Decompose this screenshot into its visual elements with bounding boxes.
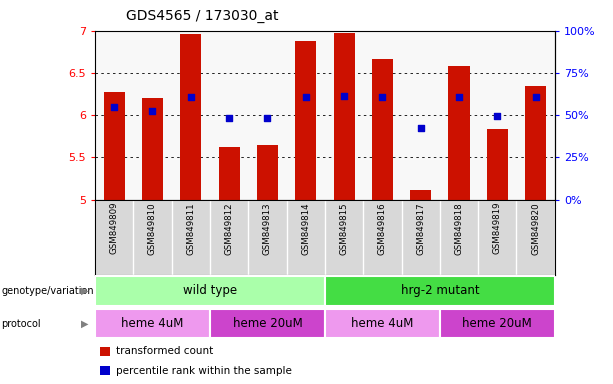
Point: [492, 113, 502, 119]
Point: [531, 94, 541, 100]
Point: [301, 94, 311, 100]
Bar: [487, 129, 508, 200]
Point: [109, 104, 119, 110]
Point: [378, 94, 387, 100]
Point: [224, 115, 234, 121]
Bar: [525, 86, 546, 200]
Bar: [410, 190, 431, 200]
Text: GSM849815: GSM849815: [340, 202, 349, 255]
Text: GSM849818: GSM849818: [454, 202, 463, 255]
Point: [454, 94, 464, 100]
Text: GDS4565 / 173030_at: GDS4565 / 173030_at: [126, 9, 278, 23]
Point: [416, 125, 425, 131]
Text: GSM849819: GSM849819: [493, 202, 502, 255]
Text: transformed count: transformed count: [116, 346, 213, 356]
Text: GSM849820: GSM849820: [531, 202, 540, 255]
Bar: [440, 309, 555, 338]
Bar: [99, 366, 110, 375]
Text: GSM849813: GSM849813: [263, 202, 272, 255]
Text: percentile rank within the sample: percentile rank within the sample: [116, 366, 292, 376]
Text: ▶: ▶: [82, 286, 89, 296]
Bar: [372, 59, 393, 200]
Text: heme 20uM: heme 20uM: [462, 317, 532, 330]
Point: [339, 93, 349, 99]
Point: [148, 108, 158, 114]
Bar: [449, 66, 470, 200]
Text: ▶: ▶: [82, 318, 89, 329]
Bar: [219, 147, 240, 200]
Text: GSM849810: GSM849810: [148, 202, 157, 255]
Bar: [295, 41, 316, 200]
Bar: [180, 34, 201, 200]
Bar: [210, 309, 325, 338]
Text: protocol: protocol: [1, 318, 41, 329]
Bar: [257, 145, 278, 200]
Text: GSM849814: GSM849814: [301, 202, 310, 255]
Point: [262, 115, 272, 121]
Text: GSM849809: GSM849809: [110, 202, 119, 255]
Bar: [95, 309, 210, 338]
Text: GSM849812: GSM849812: [224, 202, 234, 255]
Text: hrg-2 mutant: hrg-2 mutant: [400, 285, 479, 297]
Text: heme 4uM: heme 4uM: [351, 317, 414, 330]
Text: GSM849811: GSM849811: [186, 202, 196, 255]
Bar: [142, 98, 163, 200]
Text: genotype/variation: genotype/variation: [1, 286, 94, 296]
Point: [186, 94, 196, 100]
Text: heme 4uM: heme 4uM: [121, 317, 184, 330]
Text: wild type: wild type: [183, 285, 237, 297]
Text: GSM849816: GSM849816: [378, 202, 387, 255]
Bar: [99, 347, 110, 356]
Bar: [333, 33, 354, 200]
Bar: [104, 91, 124, 200]
Text: heme 20uM: heme 20uM: [232, 317, 302, 330]
Bar: [95, 276, 325, 306]
Bar: [325, 276, 555, 306]
Bar: [325, 309, 440, 338]
Text: GSM849817: GSM849817: [416, 202, 425, 255]
